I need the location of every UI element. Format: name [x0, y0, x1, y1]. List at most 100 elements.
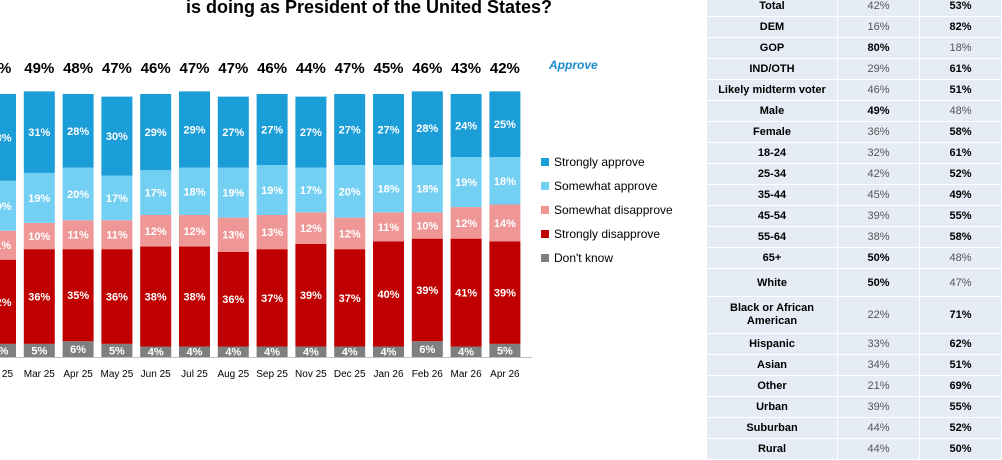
x-tick-label: Jul 25 — [181, 369, 208, 380]
bar-segment — [62, 94, 94, 168]
legend-item: Don't know — [541, 246, 673, 270]
disapprove-cell: 55% — [919, 396, 1002, 418]
bar-value-label: 17% — [145, 188, 167, 200]
bar-value-label: 19% — [261, 185, 283, 197]
disapprove-cell: 51% — [919, 354, 1002, 376]
disapprove-cell: 48% — [919, 100, 1002, 122]
row-label: Asian — [707, 354, 838, 376]
table-row: Urban 39% 55% — [707, 396, 1002, 418]
bar-segment — [101, 175, 133, 221]
x-tick-label: Apr 25 — [63, 369, 93, 380]
bar-value-label: 4% — [225, 347, 241, 359]
approve-total-label: 46% — [257, 60, 287, 77]
bar-segment — [23, 172, 55, 223]
bar-value-label: 28% — [67, 126, 89, 138]
bar-value-label: 6% — [70, 344, 86, 356]
bar-segment — [295, 346, 327, 357]
bar-value-label: 10% — [28, 231, 50, 243]
approve-total-label: 43% — [451, 60, 481, 77]
approve-cell: 39% — [837, 396, 920, 418]
table-row: IND/OTH 29% 61% — [707, 58, 1002, 80]
bar-value-label: 39% — [416, 285, 438, 297]
x-tick-label: Jan 26 — [373, 369, 403, 380]
x-tick-label: Sep 25 — [256, 369, 288, 380]
bar-value-label: 33% — [0, 132, 12, 144]
table-row: Total 42% 53% — [707, 0, 1002, 17]
table-row: 55-64 38% 58% — [707, 226, 1002, 248]
bar-value-label: 31% — [28, 127, 50, 139]
table-row: 35-44 45% 49% — [707, 184, 1002, 206]
approve-total-label: 47% — [218, 60, 248, 77]
bar-value-label: 20% — [67, 189, 89, 201]
disapprove-cell: 82% — [919, 16, 1002, 38]
table-row: 18-24 32% 61% — [707, 142, 1002, 164]
bar-segment — [373, 241, 404, 347]
bar-value-label: 29% — [183, 125, 205, 137]
bar-segment — [450, 207, 482, 239]
disapprove-cell: 69% — [919, 375, 1002, 397]
approve-cell: 44% — [837, 438, 920, 460]
bar-segment — [0, 343, 16, 357]
x-tick-label: Jun 25 — [141, 369, 171, 380]
approve-cell: 33% — [837, 333, 920, 355]
approve-cell: 80% — [837, 37, 920, 59]
bar-value-label: 32% — [0, 297, 12, 309]
bar-segment — [411, 165, 443, 213]
approve-cell: 38% — [837, 226, 920, 248]
legend-label: Don't know — [554, 251, 613, 265]
bar-segment — [411, 212, 443, 239]
table-row: 45-54 39% 55% — [707, 205, 1002, 227]
x-tick-label: Mar 26 — [451, 369, 483, 380]
bar-segment — [217, 217, 249, 252]
approve-total-label: 46% — [412, 60, 442, 77]
row-label: 45-54 — [707, 205, 838, 227]
bar-segment — [256, 346, 288, 357]
bar-value-label: 36% — [28, 292, 50, 304]
bar-value-label: 14% — [494, 218, 516, 230]
bar-value-label: 35% — [67, 290, 89, 302]
disapprove-cell: 61% — [919, 142, 1002, 164]
table-row: Hispanic 33% 62% — [707, 333, 1002, 355]
approve-cell: 21% — [837, 375, 920, 397]
bar-value-label: 4% — [264, 347, 280, 359]
bar-segment — [334, 217, 366, 250]
bar-value-label: 4% — [381, 347, 397, 359]
disapprove-cell: 58% — [919, 226, 1002, 248]
bar-segment — [295, 212, 327, 244]
bar-value-label: 18% — [183, 186, 205, 198]
row-label: 25-34 — [707, 163, 838, 185]
bar-segment — [217, 251, 249, 347]
bar-segment — [411, 238, 443, 342]
approve-cell: 32% — [837, 142, 920, 164]
bar-segment — [62, 167, 94, 221]
table-row: Female 36% 58% — [707, 121, 1002, 143]
bar-value-label: 18% — [494, 176, 516, 188]
bar-value-label: 5% — [0, 345, 9, 357]
bar-segment — [23, 222, 55, 250]
approve-total-label: 44% — [296, 60, 326, 77]
approve-cell: 42% — [837, 0, 920, 17]
table-row: Male 49% 48% — [707, 100, 1002, 122]
approve-cell: 39% — [837, 205, 920, 227]
bar-value-label: 4% — [458, 347, 474, 359]
disapprove-cell: 52% — [919, 163, 1002, 185]
table-row: White 50% 47% — [707, 268, 1002, 297]
approve-cell: 44% — [837, 417, 920, 439]
bar-segment — [0, 259, 16, 344]
bar-value-label: 19% — [28, 193, 50, 205]
disapprove-cell: 49% — [919, 184, 1002, 206]
bar-value-label: 17% — [106, 193, 128, 205]
approve-total-label: 42% — [490, 60, 520, 77]
legend-item: Somewhat approve — [541, 174, 673, 198]
row-label: Female — [707, 121, 838, 143]
bar-value-label: 11% — [0, 240, 11, 252]
bar-value-label: 27% — [261, 125, 283, 137]
bar-value-label: 27% — [377, 125, 399, 137]
table-row: Other 21% 69% — [707, 375, 1002, 397]
disapprove-cell: 58% — [919, 121, 1002, 143]
bar-segment — [62, 249, 94, 342]
bar-segment — [334, 249, 366, 347]
legend-item: Somewhat disapprove — [541, 198, 673, 222]
disapprove-cell: 52% — [919, 417, 1002, 439]
table-row: 65+ 50% 48% — [707, 247, 1002, 269]
